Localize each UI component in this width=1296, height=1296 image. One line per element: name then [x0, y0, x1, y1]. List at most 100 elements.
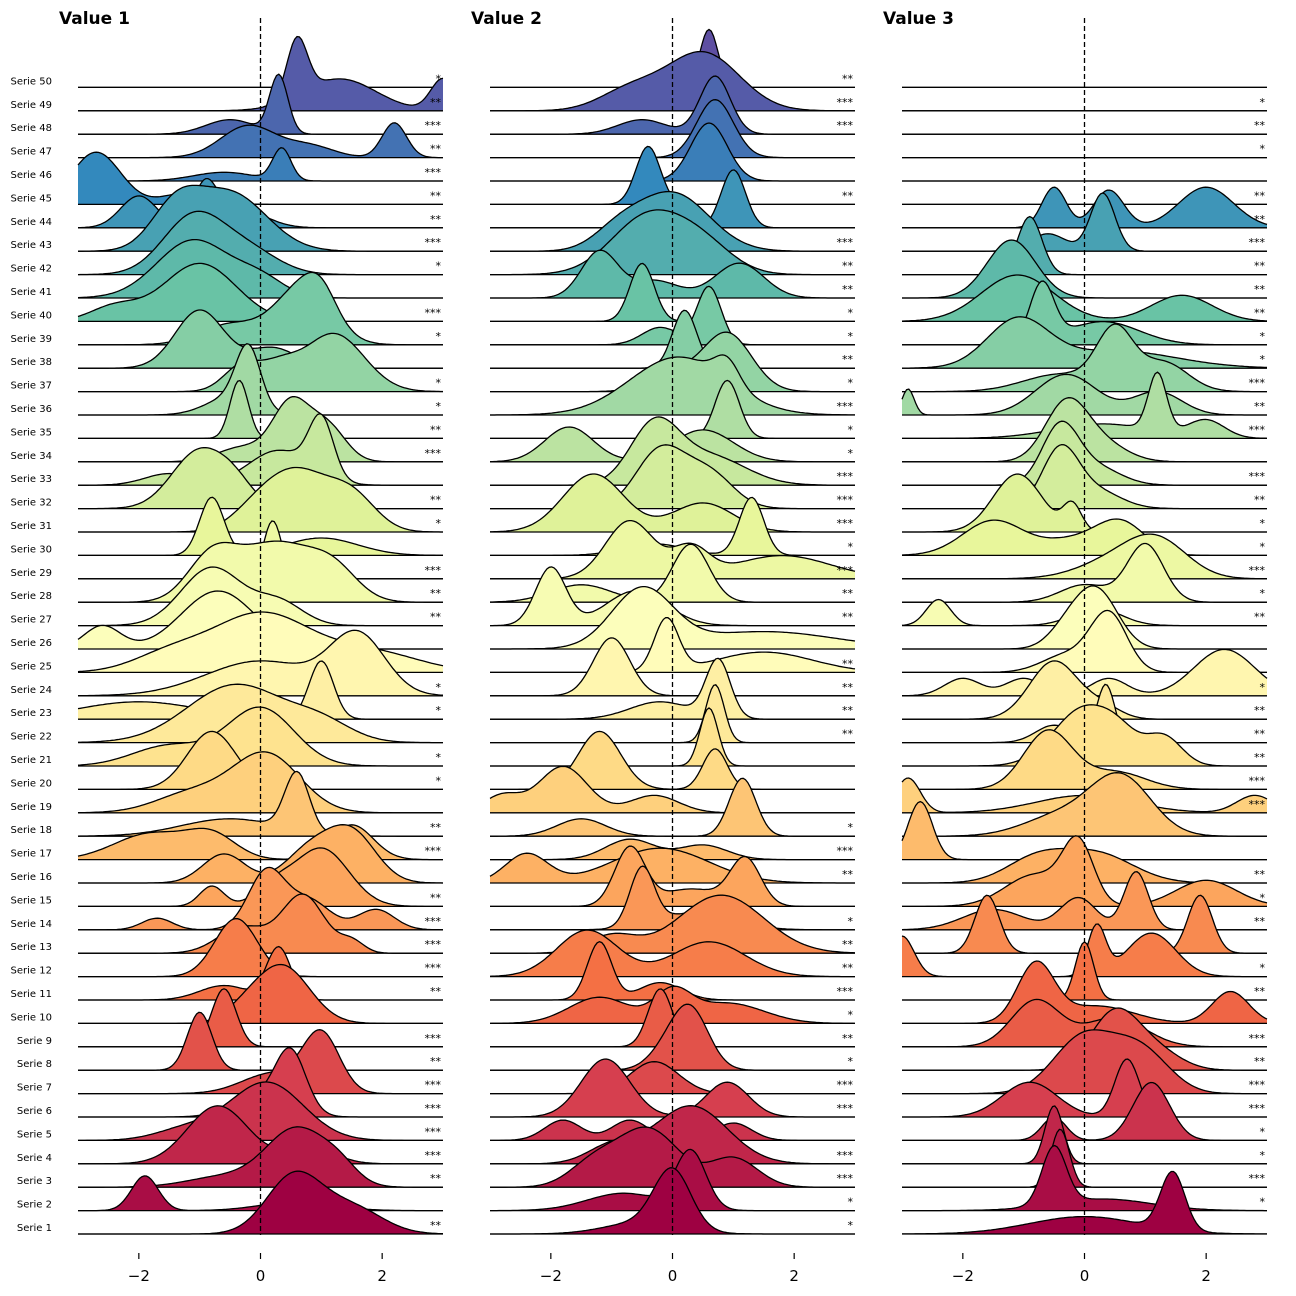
- ridge-fill-serie-30: [490, 497, 855, 556]
- significance-label: *: [848, 1219, 854, 1232]
- significance-label: **: [1254, 306, 1266, 319]
- series-label: Serie 26: [11, 638, 52, 649]
- significance-label: **: [842, 657, 854, 670]
- significance-label: ***: [837, 1149, 854, 1162]
- ridge-fill-serie-12: [490, 930, 855, 977]
- series-label: Serie 43: [11, 240, 52, 251]
- significance-label: **: [1254, 213, 1266, 226]
- ridge-fill-serie-5: [78, 1082, 443, 1141]
- significance-label: **: [430, 213, 442, 226]
- ridge-fill-serie-49: [490, 51, 855, 111]
- significance-label: ***: [1249, 470, 1266, 483]
- series-label: Serie 47: [11, 147, 52, 158]
- significance-label: ***: [837, 1079, 854, 1092]
- series-label: Serie 19: [11, 802, 52, 813]
- significance-label: ***: [1249, 236, 1266, 249]
- ridge-fill-serie-17: [902, 801, 1267, 860]
- series-label: Serie 18: [11, 825, 52, 836]
- significance-label: *: [848, 821, 854, 834]
- significance-label: *: [1260, 517, 1266, 530]
- significance-label: **: [430, 587, 442, 600]
- significance-label: *: [848, 330, 854, 343]
- ridge-line-serie-22: [78, 683, 443, 744]
- ridge-fill-serie-15: [902, 835, 1267, 907]
- significance-label: *: [436, 681, 442, 694]
- significance-label: **: [430, 143, 442, 156]
- series-label: Serie 4: [17, 1153, 52, 1164]
- x-tick-label: 2: [1201, 1267, 1211, 1285]
- significance-label: **: [430, 1172, 442, 1185]
- significance-label: **: [842, 353, 854, 366]
- significance-label: ***: [837, 494, 854, 507]
- significance-label: **: [842, 962, 854, 975]
- significance-label: **: [430, 611, 442, 624]
- significance-label: **: [1254, 189, 1266, 202]
- significance-label: ***: [837, 845, 854, 858]
- significance-label: **: [430, 891, 442, 904]
- series-label: Serie 15: [11, 895, 52, 906]
- series-label: Serie 45: [11, 193, 52, 204]
- ridge-fill-serie-20: [490, 731, 855, 790]
- series-label: Serie 23: [11, 708, 52, 719]
- ridge-fill-serie-20: [902, 729, 1267, 790]
- significance-label: **: [430, 423, 442, 436]
- ridge-fill-serie-24: [902, 649, 1267, 696]
- series-label: Serie 14: [11, 919, 52, 930]
- series-label: Serie 16: [11, 872, 52, 883]
- ridge-fill-serie-40: [902, 275, 1267, 322]
- panel-3: Value 3*********************************…: [883, 9, 1268, 1285]
- significance-label: **: [842, 283, 854, 296]
- panel-title: Value 2: [471, 9, 542, 29]
- significance-label: **: [842, 728, 854, 741]
- panel-2: Value 2*********************************…: [471, 9, 856, 1285]
- significance-label: ***: [425, 962, 442, 975]
- series-label: Serie 38: [11, 357, 52, 368]
- ridge-line-serie-40: [901, 274, 1268, 322]
- significance-label: **: [842, 587, 854, 600]
- significance-label: ***: [425, 119, 442, 132]
- series-label: Serie 9: [17, 1036, 52, 1047]
- ridge-fill-serie-18: [78, 771, 443, 837]
- significance-label: ***: [1249, 1172, 1266, 1185]
- ridge-fill-serie-21: [78, 707, 443, 766]
- significance-label: *: [1260, 1125, 1266, 1138]
- significance-label: **: [430, 1055, 442, 1068]
- significance-label: ***: [837, 470, 854, 483]
- ridge-fill-serie-15: [490, 846, 855, 907]
- ridge-line-serie-16: [489, 847, 855, 884]
- series-label: Serie 7: [17, 1083, 52, 1094]
- significance-label: **: [842, 938, 854, 951]
- significance-label: ***: [425, 915, 442, 928]
- ridge-fill-serie-26: [490, 586, 855, 649]
- significance-label: **: [1254, 1055, 1266, 1068]
- ridge-fill-serie-40: [78, 263, 443, 322]
- ridge-fill-serie-32: [78, 447, 443, 509]
- series-label: Serie 10: [11, 1012, 52, 1023]
- ridge-fill-serie-24: [78, 630, 443, 696]
- series-label: Serie 37: [11, 381, 52, 392]
- ridge-line-serie-1: [902, 1170, 1267, 1235]
- significance-label: *: [436, 517, 442, 530]
- significance-label: *: [848, 306, 854, 319]
- significance-label: *: [848, 1008, 854, 1021]
- panel-title: Value 1: [59, 9, 130, 29]
- series-label: Serie 21: [11, 755, 52, 766]
- x-tick-label: 2: [789, 1267, 799, 1285]
- series-label: Serie 12: [11, 966, 52, 977]
- significance-label: ***: [1249, 798, 1266, 811]
- significance-label: **: [1254, 868, 1266, 881]
- ridge-fill-serie-6: [490, 1059, 855, 1117]
- significance-label: *: [436, 330, 442, 343]
- significance-label: *: [1260, 353, 1266, 366]
- ridge-fill-serie-5: [490, 1120, 855, 1141]
- series-label: Serie 36: [11, 404, 52, 415]
- significance-label: **: [842, 704, 854, 717]
- ridge-fill-serie-41: [490, 250, 855, 298]
- significance-label: ***: [425, 1102, 442, 1115]
- ridge-fill-serie-23: [78, 661, 443, 720]
- series-label: Serie 17: [11, 849, 52, 860]
- series-label: Serie 28: [11, 591, 52, 602]
- significance-label: **: [1254, 400, 1266, 413]
- significance-label: ***: [837, 96, 854, 109]
- ridge-line-serie-17: [77, 824, 443, 861]
